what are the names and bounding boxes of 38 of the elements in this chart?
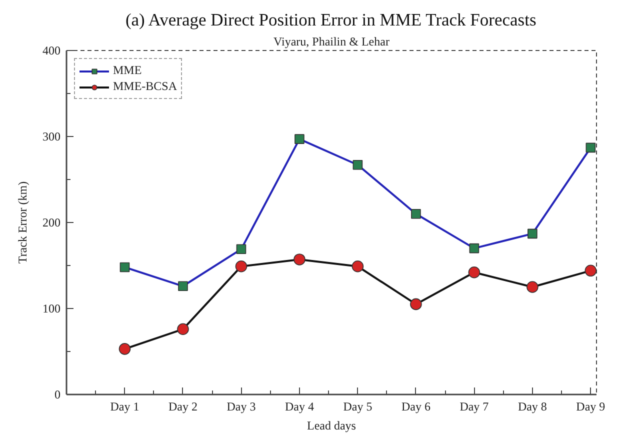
y-tick-label: 100 <box>42 302 60 316</box>
x-tick-label: Day 5 <box>343 400 372 414</box>
point <box>294 254 306 266</box>
legend-label: MME-BCSA <box>113 79 178 94</box>
point <box>120 262 130 272</box>
point <box>468 266 480 278</box>
y-tick-label: 400 <box>42 44 60 58</box>
legend-label: MME <box>113 63 142 78</box>
x-tick-label: Day 1 <box>110 400 140 414</box>
x-tick-label: Day 6 <box>401 400 430 414</box>
point <box>586 142 596 153</box>
point <box>584 264 596 277</box>
x-tick-label: Day 7 <box>460 400 489 414</box>
y-tick-label: 0 <box>54 388 60 402</box>
point <box>294 134 304 144</box>
point <box>178 281 188 292</box>
point <box>410 298 422 310</box>
point <box>236 244 246 254</box>
point <box>118 343 131 355</box>
x-tick-label: Day 4 <box>284 400 314 414</box>
point <box>469 243 480 254</box>
point <box>352 260 364 272</box>
point <box>177 323 189 336</box>
point <box>411 209 421 219</box>
x-tick-label: Day 8 <box>518 400 547 414</box>
point <box>528 228 538 239</box>
x-tick-label: Day 3 <box>226 400 256 414</box>
point <box>526 281 538 293</box>
x-tick-label: Day 9 <box>576 400 606 414</box>
x-axis-title: Lead days <box>307 418 356 432</box>
y-axis-title: Track Error (km) <box>16 181 30 264</box>
y-tick-label: 300 <box>42 130 60 144</box>
point <box>352 160 363 170</box>
y-tick-label: 200 <box>42 216 60 230</box>
point <box>235 260 248 272</box>
x-tick-label: Day 2 <box>168 400 198 414</box>
chart-subtitle: Viyaru, Phailin & Lehar <box>274 34 390 48</box>
chart-title: (a) Average Direct Position Error in MME Track Forecasts <box>125 10 536 30</box>
